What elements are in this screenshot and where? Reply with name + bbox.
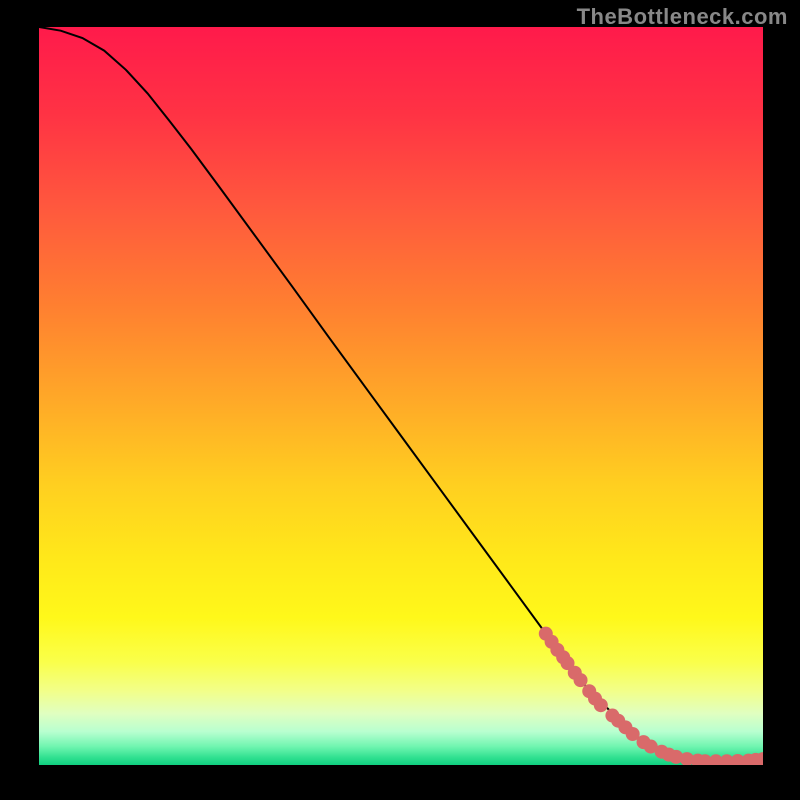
plot-area	[39, 27, 763, 765]
data-marker	[574, 673, 588, 687]
data-marker	[594, 698, 608, 712]
chart-frame: TheBottleneck.com	[0, 0, 800, 800]
chart-svg	[39, 27, 763, 765]
plot-background	[39, 27, 763, 765]
